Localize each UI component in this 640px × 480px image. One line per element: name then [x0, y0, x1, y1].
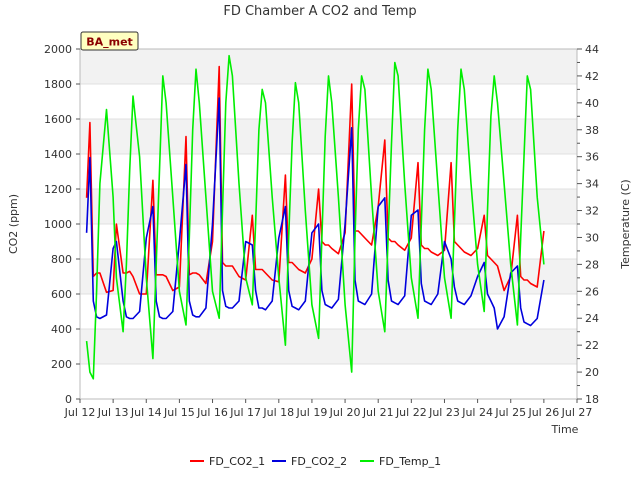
x-tick-label: Jul 20: [329, 406, 361, 419]
x-axis-ticks: Jul 12 Jul 13 Jul 14 Jul 15 Jul 16 Jul 17 Jul …: [64, 399, 593, 419]
x-tick-label: Jul 26: [527, 406, 559, 419]
chart-title: FD Chamber A CO2 and Temp: [223, 4, 416, 19]
y2-axis-ticks: 18 20 22 24 26 28 30 32 34 36 38 40 42 44: [577, 43, 599, 406]
x-tick-label: Jul 15: [163, 406, 195, 419]
badge: BA_met: [80, 31, 139, 51]
y-tick-label: 0: [65, 393, 72, 406]
y-tick-label: 800: [51, 253, 72, 266]
x-tick-label: Jul 23: [428, 406, 460, 419]
x-tick-label: Jul 17: [229, 406, 261, 419]
background-band: [80, 189, 577, 224]
series-line-fd-co2-1: [85, 65, 545, 295]
badge-box: [80, 31, 139, 51]
y2-tick-label: 32: [585, 205, 599, 218]
x-axis-title: Time: [551, 423, 579, 436]
y-tick-label: 600: [51, 288, 72, 301]
background-band: [80, 329, 577, 364]
y2-tick-label: 22: [585, 339, 599, 352]
y-tick-label: 1800: [44, 78, 72, 91]
y-tick-label: 1000: [44, 218, 72, 231]
y2-tick-label: 28: [585, 258, 599, 271]
y-tick-label: 2000: [44, 43, 72, 56]
x-tick-label: Jul 24: [461, 406, 493, 419]
x-tick-label: Jul 18: [262, 406, 294, 419]
y2-tick-label: 34: [585, 178, 599, 191]
y2-tick-label: 38: [585, 124, 599, 137]
background-band: [80, 119, 577, 154]
y-tick-label: 400: [51, 323, 72, 336]
y2-tick-label: 20: [585, 366, 599, 379]
y-axis-title: CO2 (ppm): [7, 194, 20, 254]
x-tick-label: Jul 22: [395, 406, 427, 419]
series-lines: [85, 54, 545, 380]
legend: FD_CO2_1 FD_CO2_2 FD_Temp_1: [190, 455, 441, 468]
y2-tick-label: 42: [585, 70, 599, 83]
legend-label: FD_CO2_1: [209, 455, 265, 468]
series-line-fd-temp-1: [85, 54, 545, 380]
series-line-fd-co2-2: [85, 97, 545, 330]
y-tick-label: 1400: [44, 148, 72, 161]
badge-label: BA_met: [86, 36, 133, 49]
x-tick-label: Jul 25: [494, 406, 526, 419]
x-tick-label: Jul 12: [64, 406, 96, 419]
x-tick-label: Jul 21: [362, 406, 394, 419]
y2-tick-label: 30: [585, 231, 599, 244]
y2-tick-label: 18: [585, 393, 599, 406]
background-band: [80, 259, 577, 294]
y2-tick-label: 26: [585, 285, 599, 298]
y2-tick-label: 24: [585, 312, 599, 325]
x-tick-label: Jul 27: [561, 406, 593, 419]
x-tick-label: Jul 13: [97, 406, 129, 419]
legend-label: FD_CO2_2: [291, 455, 347, 468]
y2-tick-label: 36: [585, 151, 599, 164]
y2-tick-label: 44: [585, 43, 599, 56]
y-tick-label: 1600: [44, 113, 72, 126]
y2-axis-title: Temperature (C): [619, 179, 632, 269]
y-tick-label: 200: [51, 358, 72, 371]
legend-label: FD_Temp_1: [379, 455, 441, 468]
x-tick-label: Jul 16: [196, 406, 228, 419]
x-tick-label: Jul 19: [296, 406, 328, 419]
x-tick-label: Jul 14: [130, 406, 162, 419]
y-tick-label: 1200: [44, 183, 72, 196]
y2-tick-label: 40: [585, 97, 599, 110]
y-axis-ticks: 0 200 400 600 800 1000 1200 1400 1600 1800 2000: [44, 43, 80, 406]
